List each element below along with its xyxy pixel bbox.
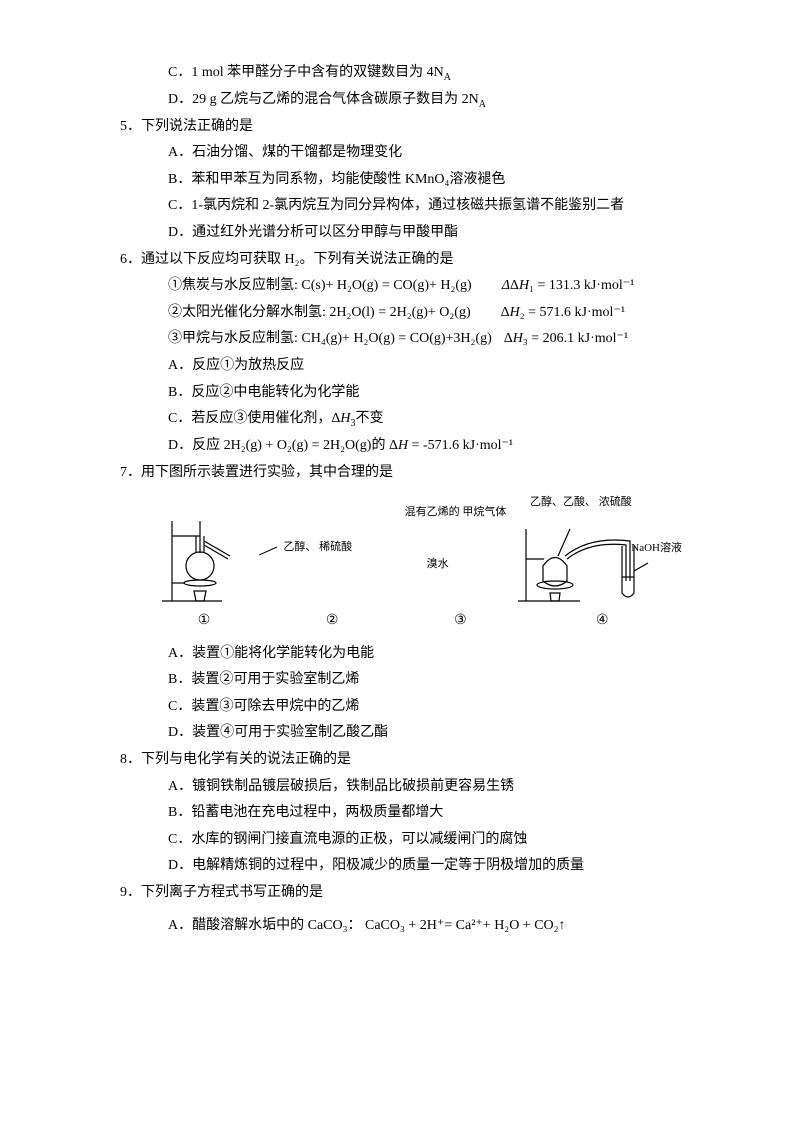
q4-option-d: D．29 g 乙烷与乙烯的混合气体含碳原子数目为 2NA (120, 87, 700, 114)
q7-d2-label: 乙醇、 稀硫酸 (283, 541, 352, 554)
q6-r3-desc: ③甲烷与水反应制氢: CH₄(g)+ H₂O(g) = CO(g)+3H₂(g) (168, 326, 492, 353)
q7-num-2: ② (268, 608, 396, 635)
q6-r2-desc: ②太阳光催化分解水制氢: 2H₂O(l) = 2H₂(g)+ O₂(g) (168, 300, 471, 327)
q4-c-text: C．1 mol 苯甲醛分子中含有的双键数目为 4N (168, 65, 444, 80)
q6-c-post: 不变 (355, 411, 383, 426)
q7-diagram-3: 混有乙烯的 甲烷气体 溴水 (387, 496, 510, 606)
q7-d4-label-left: 乙醇、乙酸、 浓硫酸 (530, 496, 632, 509)
q6-c-pre: C．若反应③使用催化剂，Δ (168, 411, 340, 426)
q5-option-d: D．通过红外光谱分析可以区分甲醇与甲酸甲酯 (120, 220, 700, 247)
q7-diagram-row: 乙醇、 稀硫酸 混有乙烯的 甲烷气体 溴水 乙醇、乙酸、 浓硫酸 NaOH溶液 (120, 486, 700, 608)
q6-c-h: H (340, 411, 350, 426)
q5-option-c: C．1-氯丙烷和 2-氯丙烷互为同分异构体，通过核磁共振氢谱不能鉴别二者 (120, 193, 700, 220)
q6-option-c: C．若反应③使用催化剂，ΔH3不变 (120, 406, 700, 433)
q8-option-c: C．水库的钢闸门接直流电源的正极，可以减缓闸门的腐蚀 (120, 827, 700, 854)
q6-reaction-2: ②太阳光催化分解水制氢: 2H₂O(l) = 2H₂(g)+ O₂(g) ΔH₂… (120, 300, 700, 327)
q6-d-h: H (398, 438, 408, 453)
q7-option-d: D．装置④可用于实验室制乙酸乙酯 (120, 720, 700, 747)
q4-d-text: D．29 g 乙烷与乙烯的混合气体含碳原子数目为 2N (168, 92, 479, 107)
q7-num-3: ③ (396, 608, 524, 635)
q6-d-post: = -571.6 kJ·mol⁻¹ (408, 438, 513, 453)
q7-diagram-4: 乙醇、乙酸、 浓硫酸 NaOH溶液 (510, 496, 680, 606)
apparatus-1-icon (152, 511, 252, 606)
q7-option-a: A．装置①能将化学能转化为电能 (120, 641, 700, 668)
q7-num-4: ④ (524, 608, 680, 635)
q6-r1-dh: ΔΔH₁ = 131.3 kJ·mol⁻¹ΔH₁ = 131.3 kJ·mol⁻… (472, 273, 635, 300)
q7-option-c: C．装置③可除去甲烷中的乙烯 (120, 694, 700, 721)
q7-d3-label-top: 混有乙烯的 甲烷气体 (405, 506, 507, 519)
q4-d-sub: A (479, 99, 486, 110)
q6-reaction-3: ③甲烷与水反应制氢: CH₄(g)+ H₂O(g) = CO(g)+3H₂(g)… (120, 326, 700, 353)
q6-stem: 6．通过以下反应均可获取 H₂。下列有关说法正确的是 (120, 247, 700, 274)
q6-option-b: B．反应②中电能转化为化学能 (120, 380, 700, 407)
q7-diagram-2: 乙醇、 稀硫酸 (263, 496, 386, 606)
q4-c-sub: A (444, 72, 451, 83)
q5-stem: 5．下列说法正确的是 (120, 114, 700, 141)
q9-option-a: A．醋酸溶解水垢中的 CaCO₃： CaCO₃ + 2H⁺= Ca²⁺+ H₂O… (120, 907, 700, 940)
q8-option-a: A．镀铜铁制品镀层破损后，铁制品比破损前更容易生锈 (120, 774, 700, 801)
q4-option-c: C．1 mol 苯甲醛分子中含有的双键数目为 4NA (120, 60, 700, 87)
q7-stem: 7．用下图所示装置进行实验，其中合理的是 (120, 460, 700, 487)
q5-option-b: B．苯和甲苯互为同系物，均能使酸性 KMnO₄溶液褪色 (120, 167, 700, 194)
q7-d3-label-bottom: 溴水 (427, 558, 449, 571)
q6-r2-dh: ΔH₂ = 571.6 kJ·mol⁻¹ (471, 300, 625, 327)
q7-diagram-1 (140, 496, 263, 606)
q5-option-a: A．石油分馏、煤的干馏都是物理变化 (120, 140, 700, 167)
q7-option-b: B．装置②可用于实验室制乙烯 (120, 667, 700, 694)
q6-d-pre: D．反应 2H₂(g) + O₂(g) = 2H₂O(g)的 Δ (168, 438, 398, 453)
q6-option-d: D．反应 2H₂(g) + O₂(g) = 2H₂O(g)的 ΔH = -571… (120, 433, 700, 460)
apparatus-4-icon (510, 511, 680, 606)
q8-option-b: B．铅蓄电池在充电过程中，两极质量都增大 (120, 800, 700, 827)
q7-d2-arrow-label (259, 544, 281, 557)
q7-diagram-numbers: ① ② ③ ④ (120, 608, 700, 641)
q7-num-1: ① (140, 608, 268, 635)
q8-stem: 8．下列与电化学有关的说法正确的是 (120, 747, 700, 774)
q6-r1-desc: ①焦炭与水反应制氢: C(s)+ H₂O(g) = CO(g)+ H₂(g) (168, 273, 472, 300)
q6-r3-dh: ΔH₃ = 206.1 kJ·mol⁻¹ (492, 326, 628, 353)
q8-option-d: D．电解精炼铜的过程中，阳极减少的质量一定等于阴极增加的质量 (120, 853, 700, 880)
q6-option-a: A．反应①为放热反应 (120, 353, 700, 380)
q9-stem: 9．下列离子方程式书写正确的是 (120, 880, 700, 907)
q7-d4-label-right: NaOH溶液 (631, 542, 682, 555)
q6-reaction-1: ①焦炭与水反应制氢: C(s)+ H₂O(g) = CO(g)+ H₂(g) Δ… (120, 273, 700, 300)
